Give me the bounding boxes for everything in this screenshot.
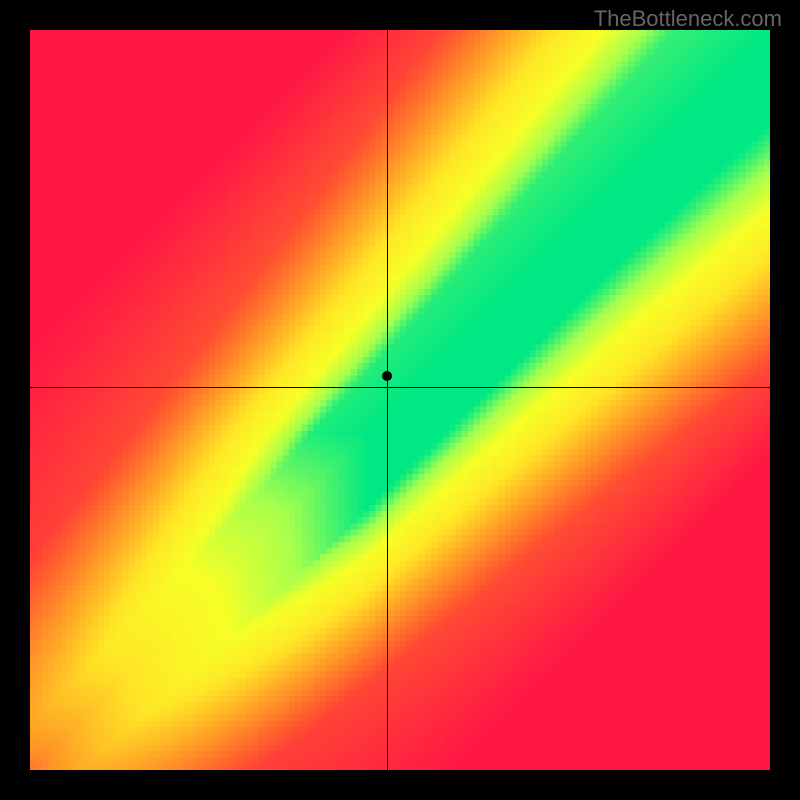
plot-area — [30, 30, 770, 770]
heatmap-canvas — [30, 30, 770, 770]
crosshair-vertical — [387, 30, 388, 770]
crosshair-horizontal — [30, 387, 770, 388]
watermark-text: TheBottleneck.com — [594, 6, 782, 32]
marker-point — [382, 371, 392, 381]
chart-container: TheBottleneck.com — [0, 0, 800, 800]
